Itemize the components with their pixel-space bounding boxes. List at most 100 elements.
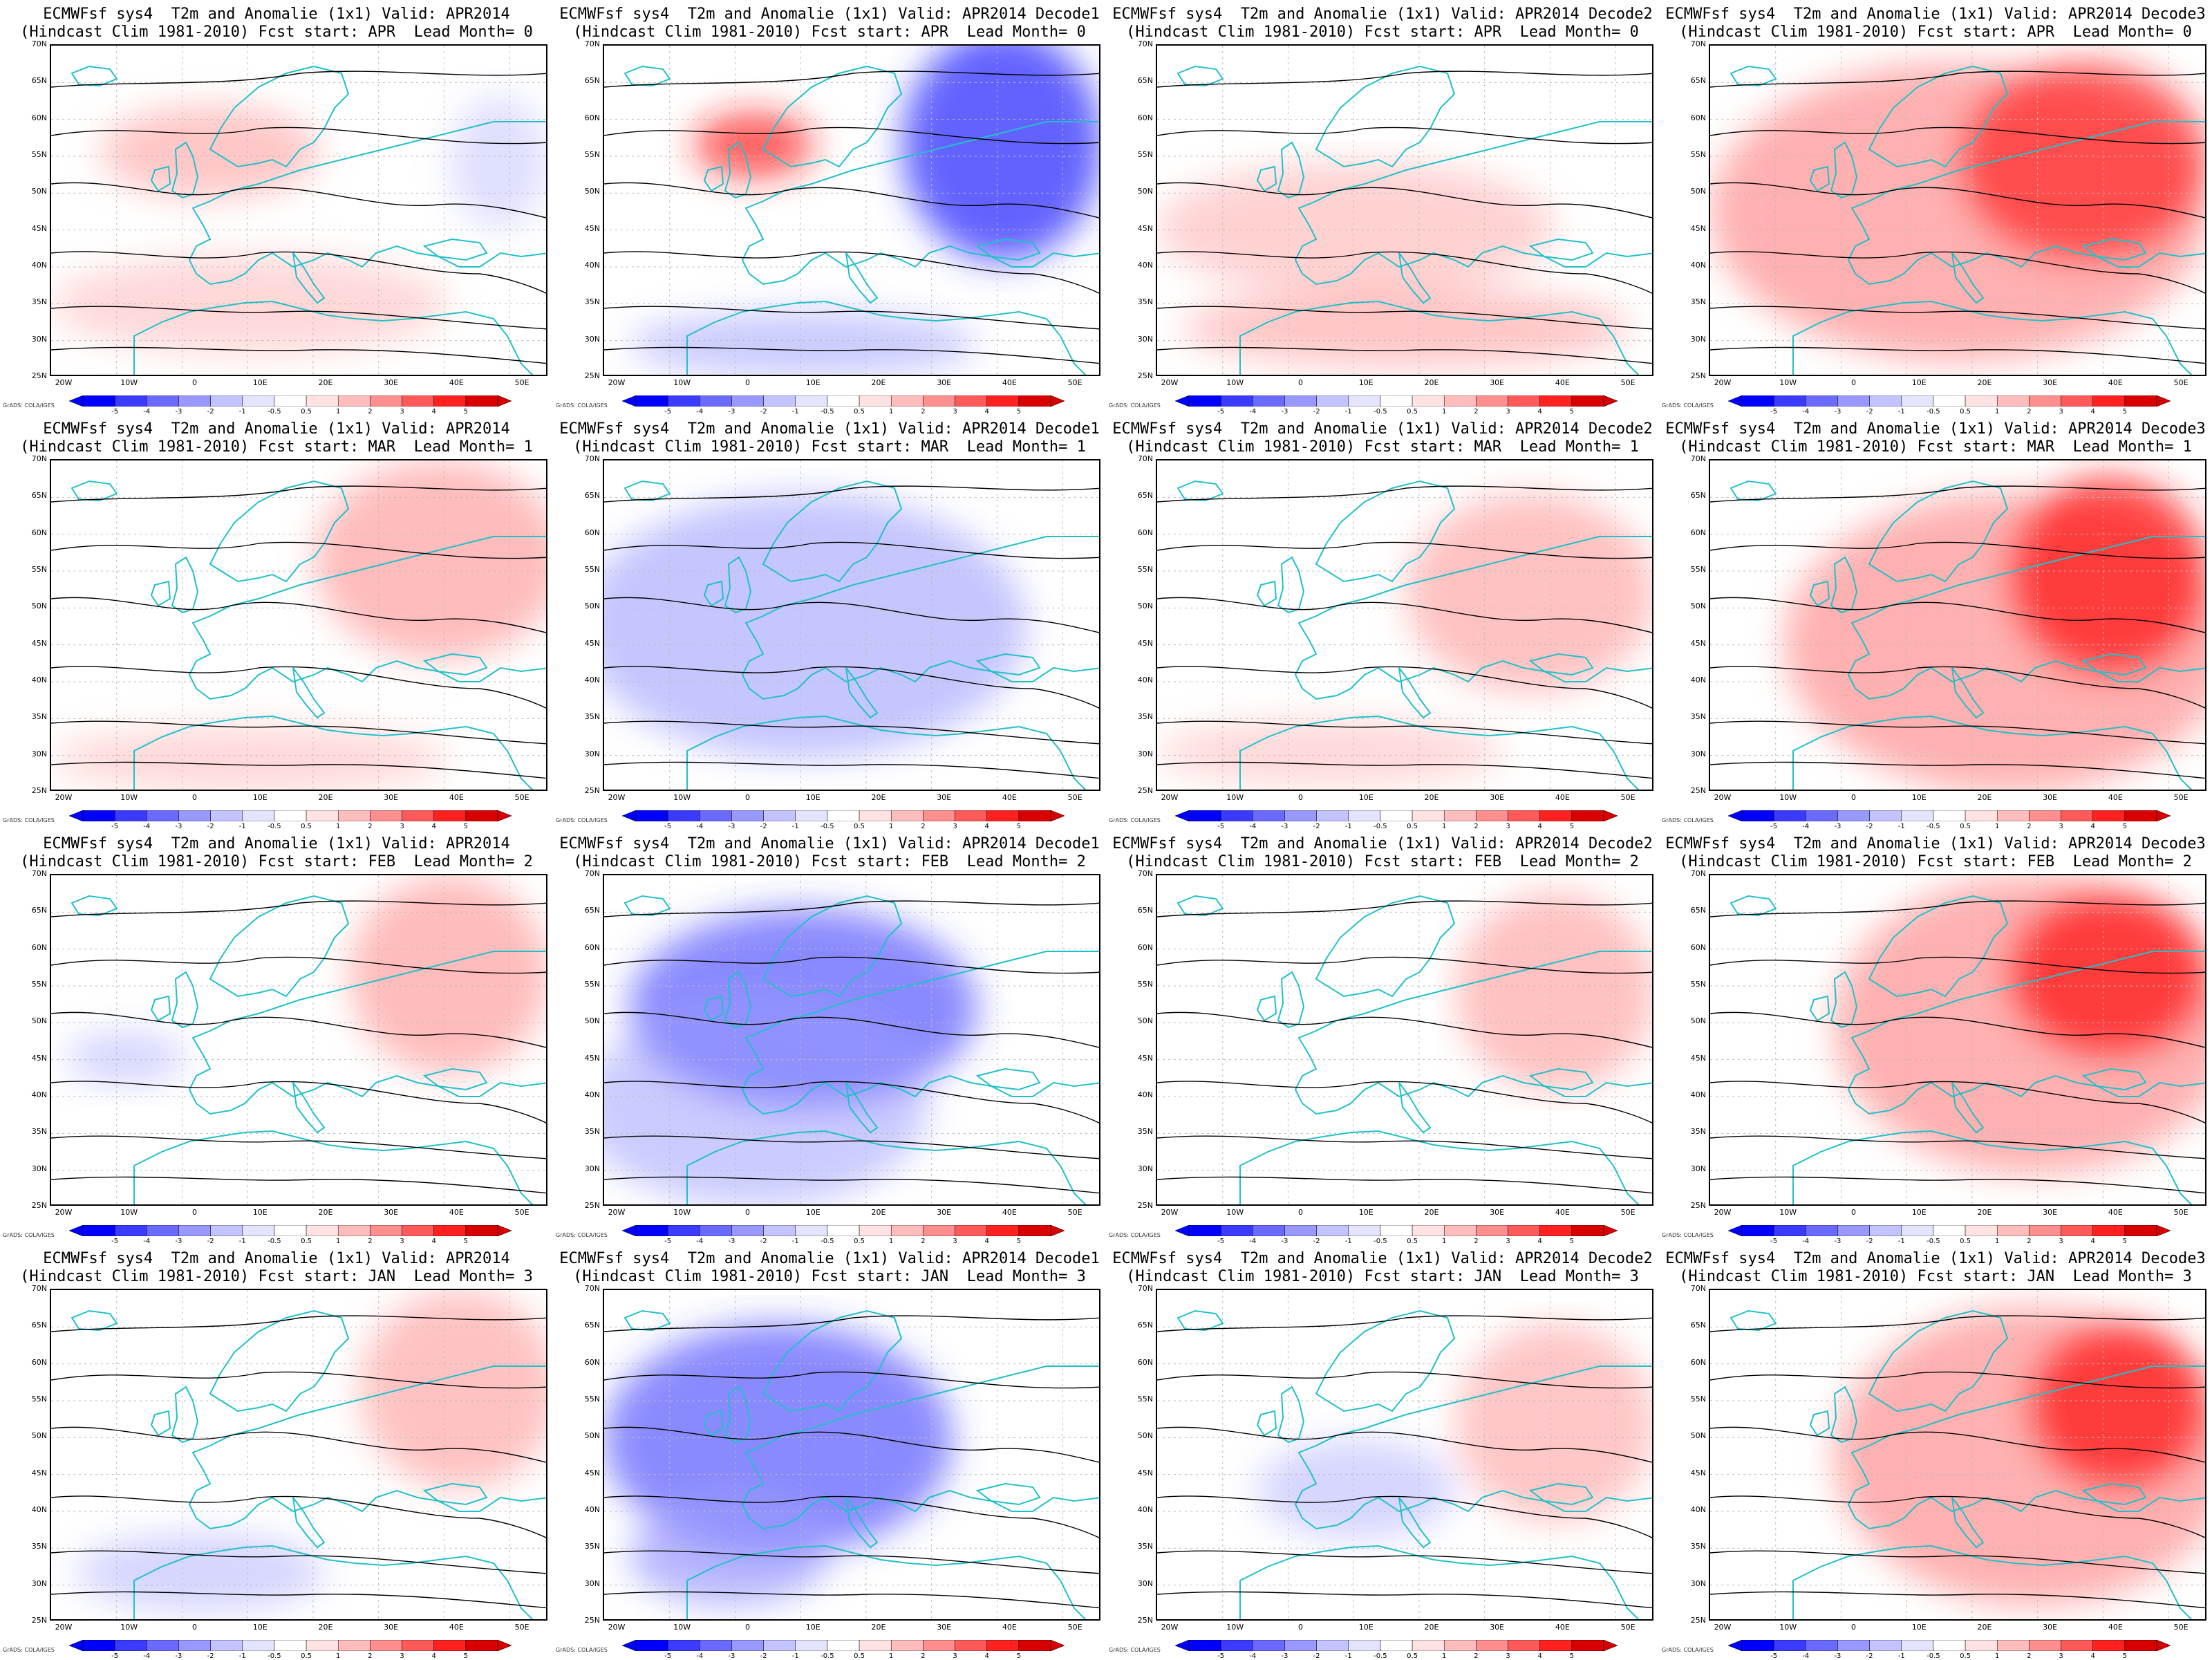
- colorbar-segment: [1253, 395, 1285, 407]
- latitude-label: 45N: [1137, 223, 1153, 233]
- colorbar-segment: [2092, 810, 2126, 821]
- isotherm-contour: [604, 541, 1099, 559]
- grads-credit: GrADS: COLA/IGES: [1662, 817, 1714, 823]
- isotherm-contour: [1710, 666, 2205, 709]
- latitude-label: 55N: [1690, 1395, 1706, 1403]
- colorbar-tick-label: 5: [1569, 1652, 1575, 1660]
- grads-credit: GrADS: COLA/IGES: [1662, 1647, 1714, 1653]
- colorbar-tick-label: -5: [664, 1238, 672, 1245]
- colorbar-segment: [1412, 810, 1445, 821]
- colorbar-segment: [890, 810, 924, 821]
- isotherm-contour: [1157, 1591, 1652, 1609]
- colorbar-segment: [700, 810, 732, 821]
- coastline: [1730, 1309, 1777, 1332]
- latitude-label: 60N: [1137, 942, 1153, 952]
- colorbar-tick-label: 5: [2122, 823, 2128, 830]
- panel-title: ECMWFsf sys4 T2m and Anomalie (1x1) Vali…: [1665, 6, 2206, 23]
- isotherm-contour: [604, 485, 1099, 503]
- colorbar-tick-label: 1: [1442, 1238, 1447, 1245]
- colorbar-tick-label: -5: [1770, 1652, 1778, 1660]
- anomaly-map: [1709, 44, 2206, 376]
- colorbar: [1728, 1640, 2171, 1651]
- colorbar-tick-label: -1: [238, 1238, 246, 1245]
- isotherm-contour: [1710, 1426, 2205, 1463]
- longitude-label: 10W: [1779, 378, 1797, 387]
- colorbar-tick-label: -4: [696, 1238, 704, 1245]
- grads-credit: GrADS: COLA/IGES: [1109, 1647, 1161, 1653]
- isotherm-contour: [51, 1011, 546, 1048]
- coastline: [1277, 1386, 1305, 1444]
- colorbar-segment: [306, 1225, 339, 1236]
- coastline: [762, 480, 903, 583]
- longitude-label: 10E: [1911, 1208, 1927, 1217]
- colorbar-segment: [731, 395, 764, 407]
- colorbar-tick-label: -0.5: [268, 823, 281, 830]
- colorbar-segment: [763, 395, 796, 407]
- colorbar-segment: [2061, 1640, 2093, 1651]
- colorbar-segment: [1571, 810, 1604, 821]
- longitude-label: 50E: [514, 1208, 529, 1217]
- latitude-label: 35N: [1690, 297, 1706, 307]
- anomaly-region: [1456, 892, 1652, 1091]
- map-panel: ECMWFsf sys4 T2m and Anomalie (1x1) Vali…: [1106, 830, 1659, 1245]
- isotherm-contour: [604, 127, 1099, 144]
- longitude-label: 40E: [1555, 1623, 1570, 1632]
- longitude-label: 20E: [318, 793, 333, 802]
- isotherm-contour: [604, 1550, 1099, 1574]
- longitude-label: 50E: [2173, 1623, 2188, 1632]
- colorbar-tick-label: -1: [791, 1652, 799, 1660]
- isotherm-contour: [1710, 346, 2205, 364]
- colorbar-tick-label: 4: [2090, 823, 2095, 830]
- isotherm-contour: [604, 251, 1099, 294]
- map-canvas: [1710, 460, 2205, 790]
- colorbar-high-arrow: [497, 1225, 512, 1236]
- colorbar-segment: [827, 395, 860, 407]
- colorbar-tick-label: 3: [2059, 1652, 2063, 1660]
- longitude-label: 20W: [55, 793, 73, 802]
- colorbar-segment: [465, 1225, 498, 1236]
- colorbar-tick-label: 0.5: [301, 823, 312, 830]
- isotherm-contour: [604, 761, 1099, 779]
- colorbar-segment: [210, 810, 243, 821]
- map-panel: ECMWFsf sys4 T2m and Anomalie (1x1) Vali…: [0, 415, 553, 830]
- latitude-label: 70N: [1137, 869, 1153, 878]
- colorbar-tick-label: 5: [1016, 823, 1022, 830]
- coastline: [422, 238, 488, 261]
- panel-subtitle: (Hindcast Clim 1981-2010) Fcst start: JA…: [20, 1268, 533, 1285]
- colorbar-segment: [306, 395, 339, 407]
- colorbar-segment: [1773, 1225, 1806, 1236]
- colorbar-segment: [923, 1640, 955, 1651]
- colorbar-segment: [1476, 810, 1508, 821]
- isotherm-contour: [604, 956, 1099, 974]
- coastline: [1256, 995, 1277, 1022]
- longitude-label: 10E: [1911, 378, 1927, 387]
- colorbar-tick-label: -3: [728, 1652, 735, 1660]
- longitude-label: 30E: [2043, 1208, 2058, 1217]
- colorbar-segment: [986, 1640, 1020, 1651]
- anomaly-map: [50, 459, 547, 791]
- panel-subtitle: (Hindcast Clim 1981-2010) Fcst start: JA…: [1679, 1268, 2192, 1285]
- colorbar-segment: [274, 810, 307, 821]
- longitude-label: 30E: [384, 793, 399, 802]
- colorbar-tick-label: -0.5: [268, 1238, 281, 1245]
- colorbar-segment: [1476, 1225, 1508, 1236]
- isotherm-contour: [604, 1315, 1099, 1332]
- colorbar-segment: [274, 1225, 307, 1236]
- latitude-label: 40N: [1690, 1090, 1706, 1099]
- coastline: [703, 580, 724, 607]
- isotherm-contour: [1157, 251, 1652, 294]
- longitude-label: 0: [191, 378, 197, 387]
- latitude-label: 30N: [1137, 1164, 1153, 1173]
- colorbar-segment: [1869, 810, 1902, 821]
- longitude-label: 0: [1850, 1208, 1856, 1217]
- colorbar-high-arrow: [1050, 395, 1065, 407]
- latitude-label: 60N: [31, 942, 47, 952]
- longitude-label: 10W: [1779, 1623, 1797, 1632]
- colorbar-tick-label: -2: [760, 823, 767, 830]
- colorbar-segment: [1901, 1225, 1934, 1236]
- colorbar-high-arrow: [497, 810, 512, 821]
- isotherm-contour: [1157, 597, 1652, 633]
- coastline: [1792, 300, 2193, 375]
- latitude-label: 60N: [1137, 1357, 1153, 1367]
- longitude-label: 10E: [1911, 1623, 1927, 1632]
